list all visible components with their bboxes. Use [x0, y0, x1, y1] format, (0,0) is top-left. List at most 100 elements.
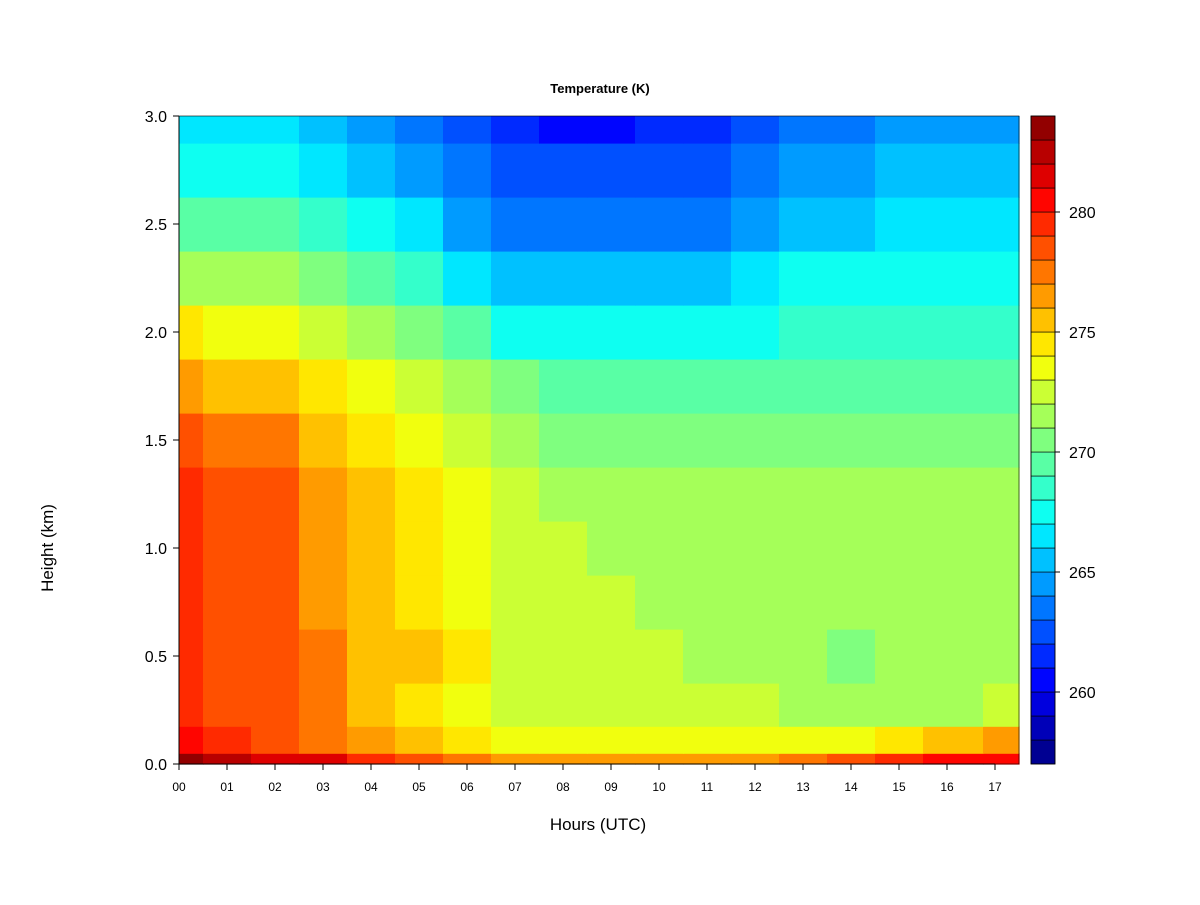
- heatmap-cell: [203, 629, 252, 684]
- heatmap-cell: [827, 197, 876, 252]
- heatmap-cell: [251, 305, 300, 360]
- heatmap-cell: [875, 753, 924, 765]
- heatmap-cell: [587, 197, 636, 252]
- x-tick-label: 06: [460, 780, 474, 794]
- heatmap-cell: [299, 359, 348, 414]
- heatmap-cell: [683, 305, 732, 360]
- heatmap-cell: [875, 143, 924, 198]
- heatmap-cell: [635, 683, 684, 727]
- heatmap-cell: [539, 251, 588, 306]
- heatmap-cell: [779, 305, 828, 360]
- heatmap-cell: [827, 753, 876, 765]
- heatmap-cell: [251, 629, 300, 684]
- heatmap-cell: [251, 467, 300, 522]
- colorbar-swatch: [1030, 571, 1056, 597]
- heatmap-cell: [587, 359, 636, 414]
- heatmap-cell: [347, 683, 396, 727]
- heatmap-cell: [875, 197, 924, 252]
- colorbar-swatch: [1030, 667, 1056, 693]
- heatmap-cell: [347, 413, 396, 468]
- x-tick-label: 02: [268, 780, 282, 794]
- heatmap-cell: [251, 116, 300, 144]
- x-tick-label: 01: [220, 780, 234, 794]
- heatmap-cell: [875, 629, 924, 684]
- heatmap-cell: [179, 143, 204, 198]
- heatmap-cell: [587, 726, 636, 754]
- heatmap-cell: [251, 413, 300, 468]
- heatmap-cell: [731, 143, 780, 198]
- heatmap-cell: [875, 683, 924, 727]
- heatmap-cell: [347, 359, 396, 414]
- heatmap-cell: [683, 575, 732, 630]
- heatmap-cell: [779, 726, 828, 754]
- y-tick-label: 0.5: [145, 649, 167, 666]
- heatmap-cell: [395, 726, 444, 754]
- heatmap-cell: [779, 629, 828, 684]
- colorbar-tick-label: 270: [1069, 445, 1096, 462]
- heatmap-cell: [251, 575, 300, 630]
- heatmap-cell: [203, 116, 252, 144]
- heatmap-cell: [395, 116, 444, 144]
- colorbar-swatch: [1030, 379, 1056, 405]
- heatmap-cell: [779, 197, 828, 252]
- heatmap-cell: [731, 413, 780, 468]
- heatmap-cell: [587, 629, 636, 684]
- heatmap-cell: [779, 683, 828, 727]
- colorbar-frame: [1030, 115, 1056, 765]
- heatmap-cell: [347, 629, 396, 684]
- colorbar-tick-label: 280: [1069, 205, 1096, 222]
- heatmap-cell: [395, 575, 444, 630]
- heatmap-cell: [983, 359, 1020, 414]
- heatmap-cell: [179, 629, 204, 684]
- heatmap-cell: [875, 359, 924, 414]
- colorbar-swatch: [1030, 283, 1056, 309]
- heatmap-cell: [539, 116, 588, 144]
- heatmap-cell: [683, 467, 732, 522]
- heatmap-cell: [731, 305, 780, 360]
- heatmap-cell: [491, 683, 540, 727]
- heatmap-cell: [347, 251, 396, 306]
- heatmap-cell: [683, 521, 732, 576]
- heatmap-cell: [395, 251, 444, 306]
- heatmap-cell: [299, 683, 348, 727]
- heatmap-cell: [983, 575, 1020, 630]
- heatmap-cell: [587, 251, 636, 306]
- heatmap-cell: [443, 629, 492, 684]
- heatmap-cell: [731, 197, 780, 252]
- colorbar-swatch: [1030, 547, 1056, 573]
- heatmap-cell: [539, 521, 588, 576]
- heatmap-cell: [827, 521, 876, 576]
- heatmap-cell: [443, 753, 492, 765]
- x-tick-label: 12: [748, 780, 762, 794]
- heatmap-cell: [731, 521, 780, 576]
- heatmap-cell: [179, 467, 204, 522]
- colorbar-swatch: [1030, 427, 1056, 453]
- heatmap-cell: [491, 521, 540, 576]
- colorbar-swatch: [1030, 235, 1056, 261]
- x-tick-label: 09: [604, 780, 618, 794]
- x-axis: 00 01 02 03 04 05 06 07 08 09 10 11 12 13 14 15 16 17: [172, 763, 1002, 794]
- heatmap-cell: [875, 467, 924, 522]
- heatmap-cell: [491, 629, 540, 684]
- x-tick-label: 07: [508, 780, 522, 794]
- heatmap-cell: [443, 143, 492, 198]
- heatmap-cell: [635, 521, 684, 576]
- y-axis: 0.0 0.5 1.0 1.5 2.0 2.5 3.0: [145, 109, 180, 774]
- colorbar-tick-label: 275: [1069, 325, 1096, 342]
- heatmap-cell: [875, 305, 924, 360]
- heatmap-cell: [395, 521, 444, 576]
- heatmap-cell: [635, 305, 684, 360]
- heatmap-cell: [587, 753, 636, 765]
- heatmap-cell: [539, 413, 588, 468]
- heatmap-cell: [983, 143, 1020, 198]
- x-tick-label: 05: [412, 780, 426, 794]
- y-tick-label: 0.0: [145, 757, 167, 774]
- heatmap-cell: [827, 413, 876, 468]
- heatmap-cell: [443, 521, 492, 576]
- x-tick-label: 11: [701, 780, 714, 794]
- heatmap-cell: [779, 413, 828, 468]
- heatmap-cell: [395, 753, 444, 765]
- heatmap-cell: [347, 521, 396, 576]
- heatmap-cell: [203, 413, 252, 468]
- heatmap-cell: [923, 197, 984, 252]
